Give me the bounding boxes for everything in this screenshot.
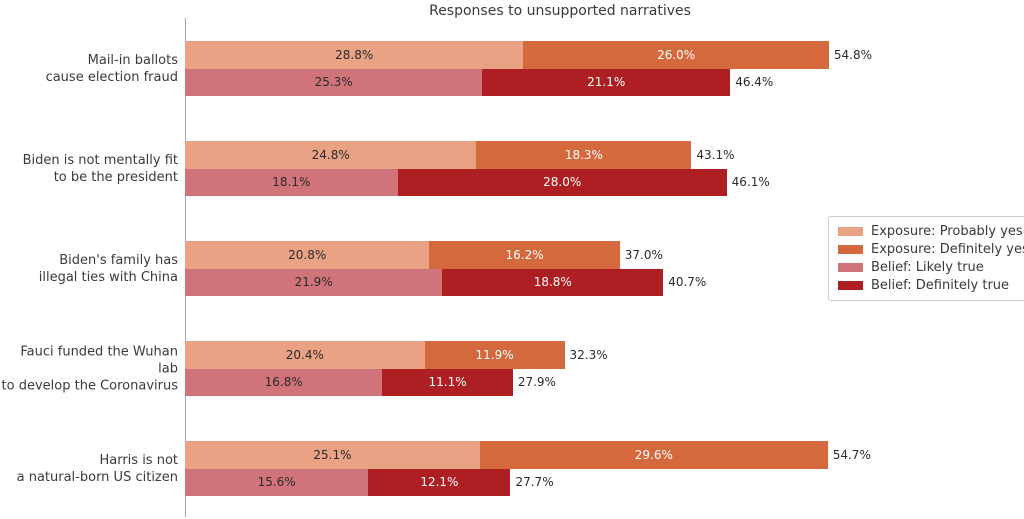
bar-row-belief: 15.6% 12.1% 27.7% — [185, 468, 554, 496]
legend: Exposure: Probably yes Exposure: Definit… — [828, 216, 1024, 301]
category-label-line: Harris is not — [99, 452, 178, 468]
category-label-fauci-funded-the-wuhan-lab: Fauci funded the Wuhan lab to develop the… — [0, 343, 178, 394]
bar-value-label: 26.0% — [657, 47, 696, 62]
bar-value-label: 25.1% — [313, 447, 352, 462]
bar-segment-exposure-definitely-yes: 16.2% — [429, 241, 620, 269]
bar-row-exposure: 20.8% 16.2% 37.0% — [185, 241, 663, 269]
bar-segment-belief-definitely-true: 11.1% — [382, 368, 513, 396]
category-label-line: to be the president — [53, 169, 178, 185]
bar-total-label-belief: 46.4% — [735, 75, 774, 90]
bar-row-exposure: 28.8% 26.0% 54.8% — [185, 41, 872, 69]
bar-segment-exposure-probably-yes: 25.1% — [185, 441, 480, 469]
bar-segment-exposure-definitely-yes: 11.9% — [424, 341, 565, 369]
bar-segment-exposure-probably-yes: 20.8% — [185, 241, 430, 269]
bar-segment-exposure-definitely-yes: 18.3% — [476, 141, 692, 169]
legend-item-exposure-definitely-yes: Exposure: Definitely yes — [838, 242, 1024, 257]
bar-row-belief: 18.1% 28.0% 46.1% — [185, 168, 770, 196]
bar-value-label: 29.6% — [634, 447, 673, 462]
bar-segment-belief-definitely-true: 21.1% — [482, 68, 731, 96]
legend-item-belief-definitely-true: Belief: Definitely true — [838, 278, 1024, 293]
category-label-line: a natural-born US citizen — [16, 469, 178, 485]
legend-label: Exposure: Probably yes — [871, 224, 1023, 239]
bar-segment-belief-likely-true: 25.3% — [185, 68, 483, 96]
bar-total-label-exposure: 54.7% — [832, 447, 871, 462]
category-label-line: illegal ties with China — [38, 269, 178, 285]
bar-row-belief: 16.8% 11.1% 27.9% — [185, 368, 556, 396]
bar-total-label-belief: 27.9% — [517, 375, 556, 390]
bar-row-belief: 25.3% 21.1% 46.4% — [185, 68, 774, 96]
bar-total-label-exposure: 43.1% — [696, 147, 735, 162]
bar-row-exposure: 24.8% 18.3% 43.1% — [185, 141, 735, 169]
bar-value-label: 11.9% — [475, 347, 514, 362]
bar-segment-belief-likely-true: 15.6% — [185, 468, 369, 496]
bar-segment-belief-likely-true: 16.8% — [185, 368, 383, 396]
bar-segment-exposure-probably-yes: 24.8% — [185, 141, 477, 169]
bar-segment-exposure-probably-yes: 28.8% — [185, 41, 524, 69]
bar-value-label: 18.8% — [533, 275, 572, 290]
legend-swatch-exposure-definitely-yes — [838, 245, 863, 254]
legend-item-belief-likely-true: Belief: Likely true — [838, 260, 1024, 275]
legend-label: Belief: Definitely true — [871, 278, 1010, 293]
category-label-harris-is-not: Harris is not a natural-born US citizen — [0, 452, 178, 486]
bar-value-label: 21.9% — [294, 275, 333, 290]
bar-segment-exposure-definitely-yes: 26.0% — [523, 41, 829, 69]
bar-value-label: 28.8% — [335, 47, 374, 62]
bar-value-label: 11.1% — [428, 375, 467, 390]
bar-segment-belief-definitely-true: 18.8% — [442, 268, 664, 296]
bar-row-exposure: 20.4% 11.9% 32.3% — [185, 341, 608, 369]
legend-swatch-exposure-probably-yes — [838, 227, 863, 236]
bar-segment-exposure-probably-yes: 20.4% — [185, 341, 425, 369]
bar-value-label: 16.2% — [505, 247, 544, 262]
category-label-line: Biden's family has — [59, 252, 178, 268]
category-label-line: to develop the Coronavirus — [1, 378, 178, 393]
bar-total-label-exposure: 37.0% — [624, 247, 663, 262]
bar-value-label: 12.1% — [420, 475, 459, 490]
bar-value-label: 24.8% — [311, 147, 350, 162]
bar-segment-belief-definitely-true: 12.1% — [368, 468, 511, 496]
bar-value-label: 21.1% — [587, 75, 626, 90]
bar-total-label-exposure: 54.8% — [833, 47, 873, 62]
legend-label: Belief: Likely true — [871, 260, 984, 275]
category-label-mail-in-ballots: Mail-in ballots cause election fraud — [0, 52, 178, 86]
legend-item-exposure-probably-yes: Exposure: Probably yes — [838, 224, 1024, 239]
bar-row-exposure: 25.1% 29.6% 54.7% — [185, 441, 871, 469]
category-label-line: cause election fraud — [45, 69, 178, 85]
legend-label: Exposure: Definitely yes — [871, 242, 1024, 257]
bar-value-label: 28.0% — [543, 175, 582, 190]
bar-total-label-exposure: 32.3% — [569, 347, 608, 362]
chart-title: Responses to unsupported narratives — [429, 3, 691, 19]
bar-total-label-belief: 40.7% — [668, 275, 707, 290]
legend-swatch-belief-definitely-true — [838, 281, 863, 290]
bar-value-label: 15.6% — [257, 475, 296, 490]
category-label-line: Mail-in ballots — [87, 52, 178, 68]
bar-value-label: 16.8% — [264, 375, 303, 390]
bar-total-label-belief: 46.1% — [731, 175, 770, 190]
bar-value-label: 20.8% — [288, 247, 327, 262]
category-label-line: Biden is not mentally fit — [22, 152, 178, 168]
bar-value-label: 18.1% — [272, 175, 311, 190]
bar-value-label: 20.4% — [285, 347, 324, 362]
legend-swatch-belief-likely-true — [838, 263, 863, 272]
bar-segment-exposure-definitely-yes: 29.6% — [479, 441, 828, 469]
category-label-line: Fauci funded the Wuhan lab — [20, 344, 178, 376]
bar-segment-belief-likely-true: 21.9% — [185, 268, 443, 296]
bar-segment-belief-definitely-true: 28.0% — [397, 168, 727, 196]
bar-row-belief: 21.9% 18.8% 40.7% — [185, 268, 707, 296]
bar-total-label-belief: 27.7% — [515, 475, 554, 490]
bar-segment-belief-likely-true: 18.1% — [185, 168, 398, 196]
bar-value-label: 18.3% — [564, 147, 603, 162]
category-label-biden-s-family-has: Biden's family has illegal ties with Chin… — [0, 252, 178, 286]
category-label-biden-is-not-mentally-fit: Biden is not mentally fit to be the presi… — [0, 152, 178, 186]
bar-value-label: 25.3% — [314, 75, 353, 90]
